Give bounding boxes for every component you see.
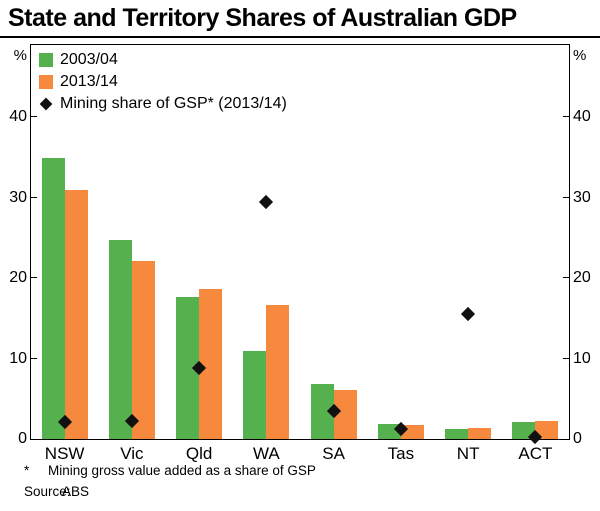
bar-2003/04-Vic bbox=[108, 240, 132, 439]
legend-label: Mining share of GSP* (2013/14) bbox=[60, 94, 287, 112]
y-tickmark-right bbox=[563, 116, 569, 118]
green-square-icon bbox=[39, 52, 53, 67]
bar-2013/14-ACT bbox=[535, 420, 559, 439]
footnote: * Mining gross value added as a share of… bbox=[0, 463, 600, 478]
bar-2013/14-Vic bbox=[131, 260, 155, 439]
y-axis-unit-left: % bbox=[13, 47, 27, 64]
chart-title: State and Territory Shares of Australian… bbox=[0, 0, 600, 38]
y-axis-unit-right: % bbox=[573, 47, 587, 64]
y-tick-label-right: 20 bbox=[573, 269, 591, 287]
bar-2013/14-NT bbox=[468, 427, 492, 439]
footnote-text: Mining gross value added as a share of G… bbox=[48, 463, 316, 478]
x-tick-label-Tas: Tas bbox=[387, 444, 415, 463]
bar-2003/04-Qld bbox=[176, 296, 200, 439]
legend-item-2003-04: 2003/04 bbox=[39, 50, 287, 69]
x-tick-label-NT: NT bbox=[456, 444, 480, 463]
legend-item-2013-14: 2013/14 bbox=[39, 72, 287, 91]
y-tick-label-right: 0 bbox=[573, 430, 582, 447]
y-tickmark-right bbox=[563, 357, 569, 359]
x-tick-label-SA: SA bbox=[322, 444, 345, 463]
bar-2013/14-WA bbox=[266, 304, 290, 439]
y-tickmark-left bbox=[31, 277, 37, 279]
x-tick-label-WA: WA bbox=[252, 444, 280, 463]
source-value: ABS bbox=[62, 484, 90, 499]
y-tickmark-right bbox=[563, 196, 569, 198]
source-label: Source: bbox=[24, 484, 71, 499]
diamond-marker-icon bbox=[39, 97, 53, 111]
y-tick-label-left: 20 bbox=[9, 269, 27, 287]
bar-2003/04-SA bbox=[310, 384, 334, 439]
chart-footer: * Mining gross value added as a share of… bbox=[0, 463, 600, 511]
plot-area: % % 2003/04 2013/14 Mining share of GSP*… bbox=[9, 44, 591, 463]
y-tickmark-left bbox=[31, 357, 37, 359]
y-tickmark-right bbox=[563, 277, 569, 279]
bar-2013/14-SA bbox=[333, 389, 357, 439]
bar-2003/04-NSW bbox=[41, 157, 65, 439]
legend-label: 2003/04 bbox=[60, 50, 118, 68]
legend-label: 2013/14 bbox=[60, 72, 118, 90]
x-tick-label-ACT: ACT bbox=[518, 444, 553, 463]
mining-share-marker-NT bbox=[461, 307, 476, 322]
legend-item-mining-share: Mining share of GSP* (2013/14) bbox=[39, 94, 287, 113]
y-tick-label-left: 10 bbox=[9, 349, 27, 367]
x-tick-label-Qld: Qld bbox=[185, 444, 213, 463]
y-tick-label-left: 0 bbox=[18, 430, 27, 447]
orange-square-icon bbox=[39, 74, 53, 89]
footnote-marker: * bbox=[24, 463, 30, 478]
chart-section: % % 2003/04 2013/14 Mining share of GSP*… bbox=[0, 36, 600, 464]
mining-share-marker-WA bbox=[259, 194, 274, 209]
y-tick-label-left: 30 bbox=[9, 188, 27, 206]
y-tickmark-left bbox=[31, 116, 37, 118]
bar-2013/14-NSW bbox=[64, 189, 88, 439]
y-tick-label-right: 40 bbox=[573, 108, 591, 126]
x-tick-label-NSW: NSW bbox=[44, 444, 85, 463]
bar-2013/14-Qld bbox=[199, 288, 223, 439]
bar-2003/04-WA bbox=[243, 351, 267, 439]
y-tickmark-left bbox=[31, 196, 37, 198]
bar-2003/04-NT bbox=[445, 429, 469, 439]
x-tick-label-Vic: Vic bbox=[120, 444, 144, 463]
source-line: Source: ABS bbox=[0, 484, 600, 499]
y-tick-label-right: 30 bbox=[573, 188, 591, 206]
legend: 2003/04 2013/14 Mining share of GSP* (20… bbox=[39, 50, 287, 116]
y-tick-label-left: 40 bbox=[9, 108, 27, 126]
y-tick-label-right: 10 bbox=[573, 349, 591, 367]
